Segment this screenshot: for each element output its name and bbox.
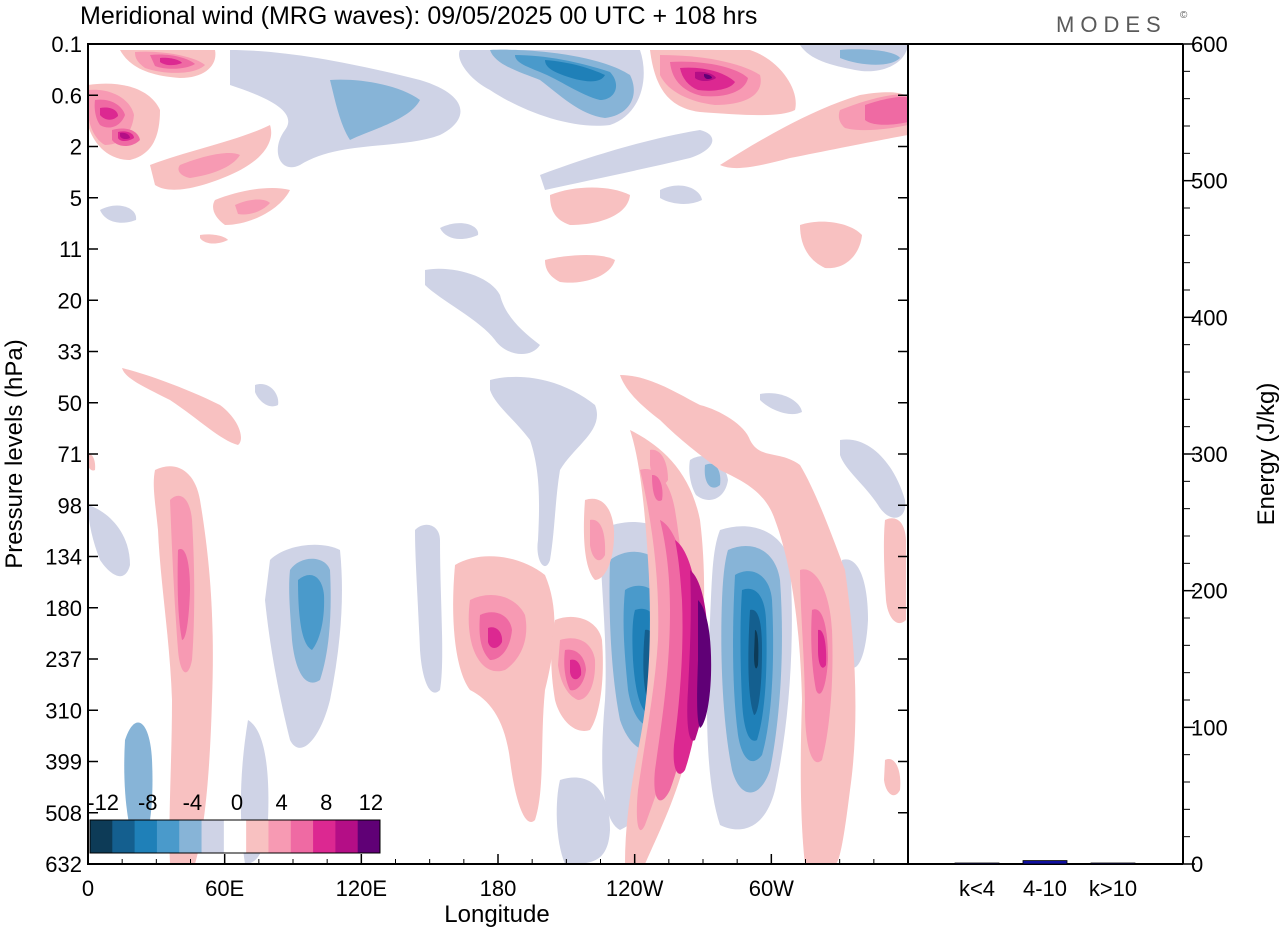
- colorbar-label: -8: [138, 790, 158, 815]
- colorbar-label: 12: [359, 790, 383, 815]
- energy-tick-label: 100: [1191, 715, 1228, 740]
- x-tick-label: 180: [480, 876, 517, 901]
- energy-tick-label: 500: [1191, 169, 1228, 194]
- pressure-axis: 0.1 0.6 2 5 11 20 33 50 71 98 134 180 237 310 399 508 63…: [45, 32, 908, 877]
- energy-bar: [1090, 862, 1136, 865]
- colorbar-swatch: [179, 820, 203, 853]
- colorbar-swatch: [156, 820, 180, 853]
- y-tick-label: 632: [45, 852, 82, 877]
- y-tick-label: 50: [58, 391, 82, 416]
- y-tick-label: 0.6: [51, 83, 82, 108]
- y-axis-label: Pressure levels (hPa): [1, 339, 28, 568]
- chart-title: Meridional wind (MRG waves): 09/05/2025 …: [80, 2, 757, 30]
- energy-tick-label: 300: [1191, 442, 1228, 467]
- colorbar-swatch: [134, 820, 158, 853]
- x-tick-label: 60W: [749, 876, 794, 901]
- y-tick-label: 180: [45, 596, 82, 621]
- colorbar-label: 4: [275, 790, 287, 815]
- colorbar-swatch: [223, 820, 247, 853]
- y-tick-label: 98: [58, 493, 82, 518]
- energy-tick-label: 0: [1191, 852, 1203, 877]
- energy-bar: [954, 862, 1000, 865]
- y-tick-label: 508: [45, 801, 82, 826]
- energy-category-label: k>10: [1089, 876, 1137, 901]
- y-tick-label: 399: [45, 750, 82, 775]
- x-tick-label: 120W: [606, 876, 664, 901]
- y-tick-label: 134: [45, 545, 82, 570]
- energy-axis: 0 100 200 300 400 500 600: [1183, 32, 1228, 877]
- colorbar-outline: [89, 819, 381, 854]
- colorbar-swatch: [335, 820, 359, 853]
- x-axis-label: Longitude: [444, 901, 549, 928]
- y-tick-label: 71: [58, 442, 82, 467]
- y-tick-label: 11: [59, 237, 82, 262]
- y-tick-label: 2: [70, 135, 82, 160]
- colorbar-swatch: [357, 820, 381, 853]
- colorbar-swatch: [313, 820, 336, 853]
- y-tick-label: 237: [45, 647, 82, 672]
- colorbar-swatch: [246, 820, 269, 853]
- x-tick-label: 0: [82, 876, 94, 901]
- energy-bars: [954, 860, 1136, 865]
- contour-field: [88, 45, 908, 864]
- colorbar-swatch: [201, 820, 225, 853]
- colorbar-label: -4: [183, 790, 203, 815]
- colorbar-swatch: [112, 820, 136, 853]
- modes-logo: MODES: [1056, 12, 1167, 37]
- colorbar-swatch: [90, 820, 113, 853]
- energy-category-label: 4-10: [1023, 876, 1067, 901]
- colorbar-swatch: [268, 820, 292, 853]
- x-tick-label: 60E: [205, 876, 244, 901]
- colorbar: -12 -8 -4 0 4 8 12: [87, 790, 383, 854]
- logo-mark: ©: [1180, 10, 1188, 21]
- energy-tick-label: 600: [1191, 32, 1228, 57]
- energy-bar: [1022, 860, 1068, 865]
- energy-category-labels: k<4 4-10 k>10: [959, 876, 1137, 901]
- energy-tick-label: 400: [1191, 305, 1228, 330]
- colorbar-swatches: [90, 820, 381, 853]
- y-tick-label: 5: [70, 186, 82, 211]
- energy-category-label: k<4: [959, 876, 995, 901]
- x-tick-label: 120E: [336, 876, 387, 901]
- y-tick-label: 33: [58, 340, 82, 365]
- colorbar-label: 8: [320, 790, 332, 815]
- y-tick-label: 310: [45, 698, 82, 723]
- colorbar-label: 0: [231, 790, 243, 815]
- y-tick-label: 0.1: [51, 32, 82, 57]
- colorbar-labels: -12 -8 -4 0 4 8 12: [87, 790, 383, 815]
- colorbar-swatch: [290, 820, 314, 853]
- colorbar-label: -12: [87, 790, 119, 815]
- longitude-axis: 0 60E 120E 180 120W 60W: [82, 854, 875, 901]
- y-tick-label: 20: [58, 288, 82, 313]
- energy-axis-label: Energy (J/kg): [1253, 383, 1280, 526]
- energy-panel: 0 100 200 300 400 500 600 k<4 4-10 k>10 Energy (…: [908, 32, 1280, 901]
- energy-tick-label: 200: [1191, 579, 1228, 604]
